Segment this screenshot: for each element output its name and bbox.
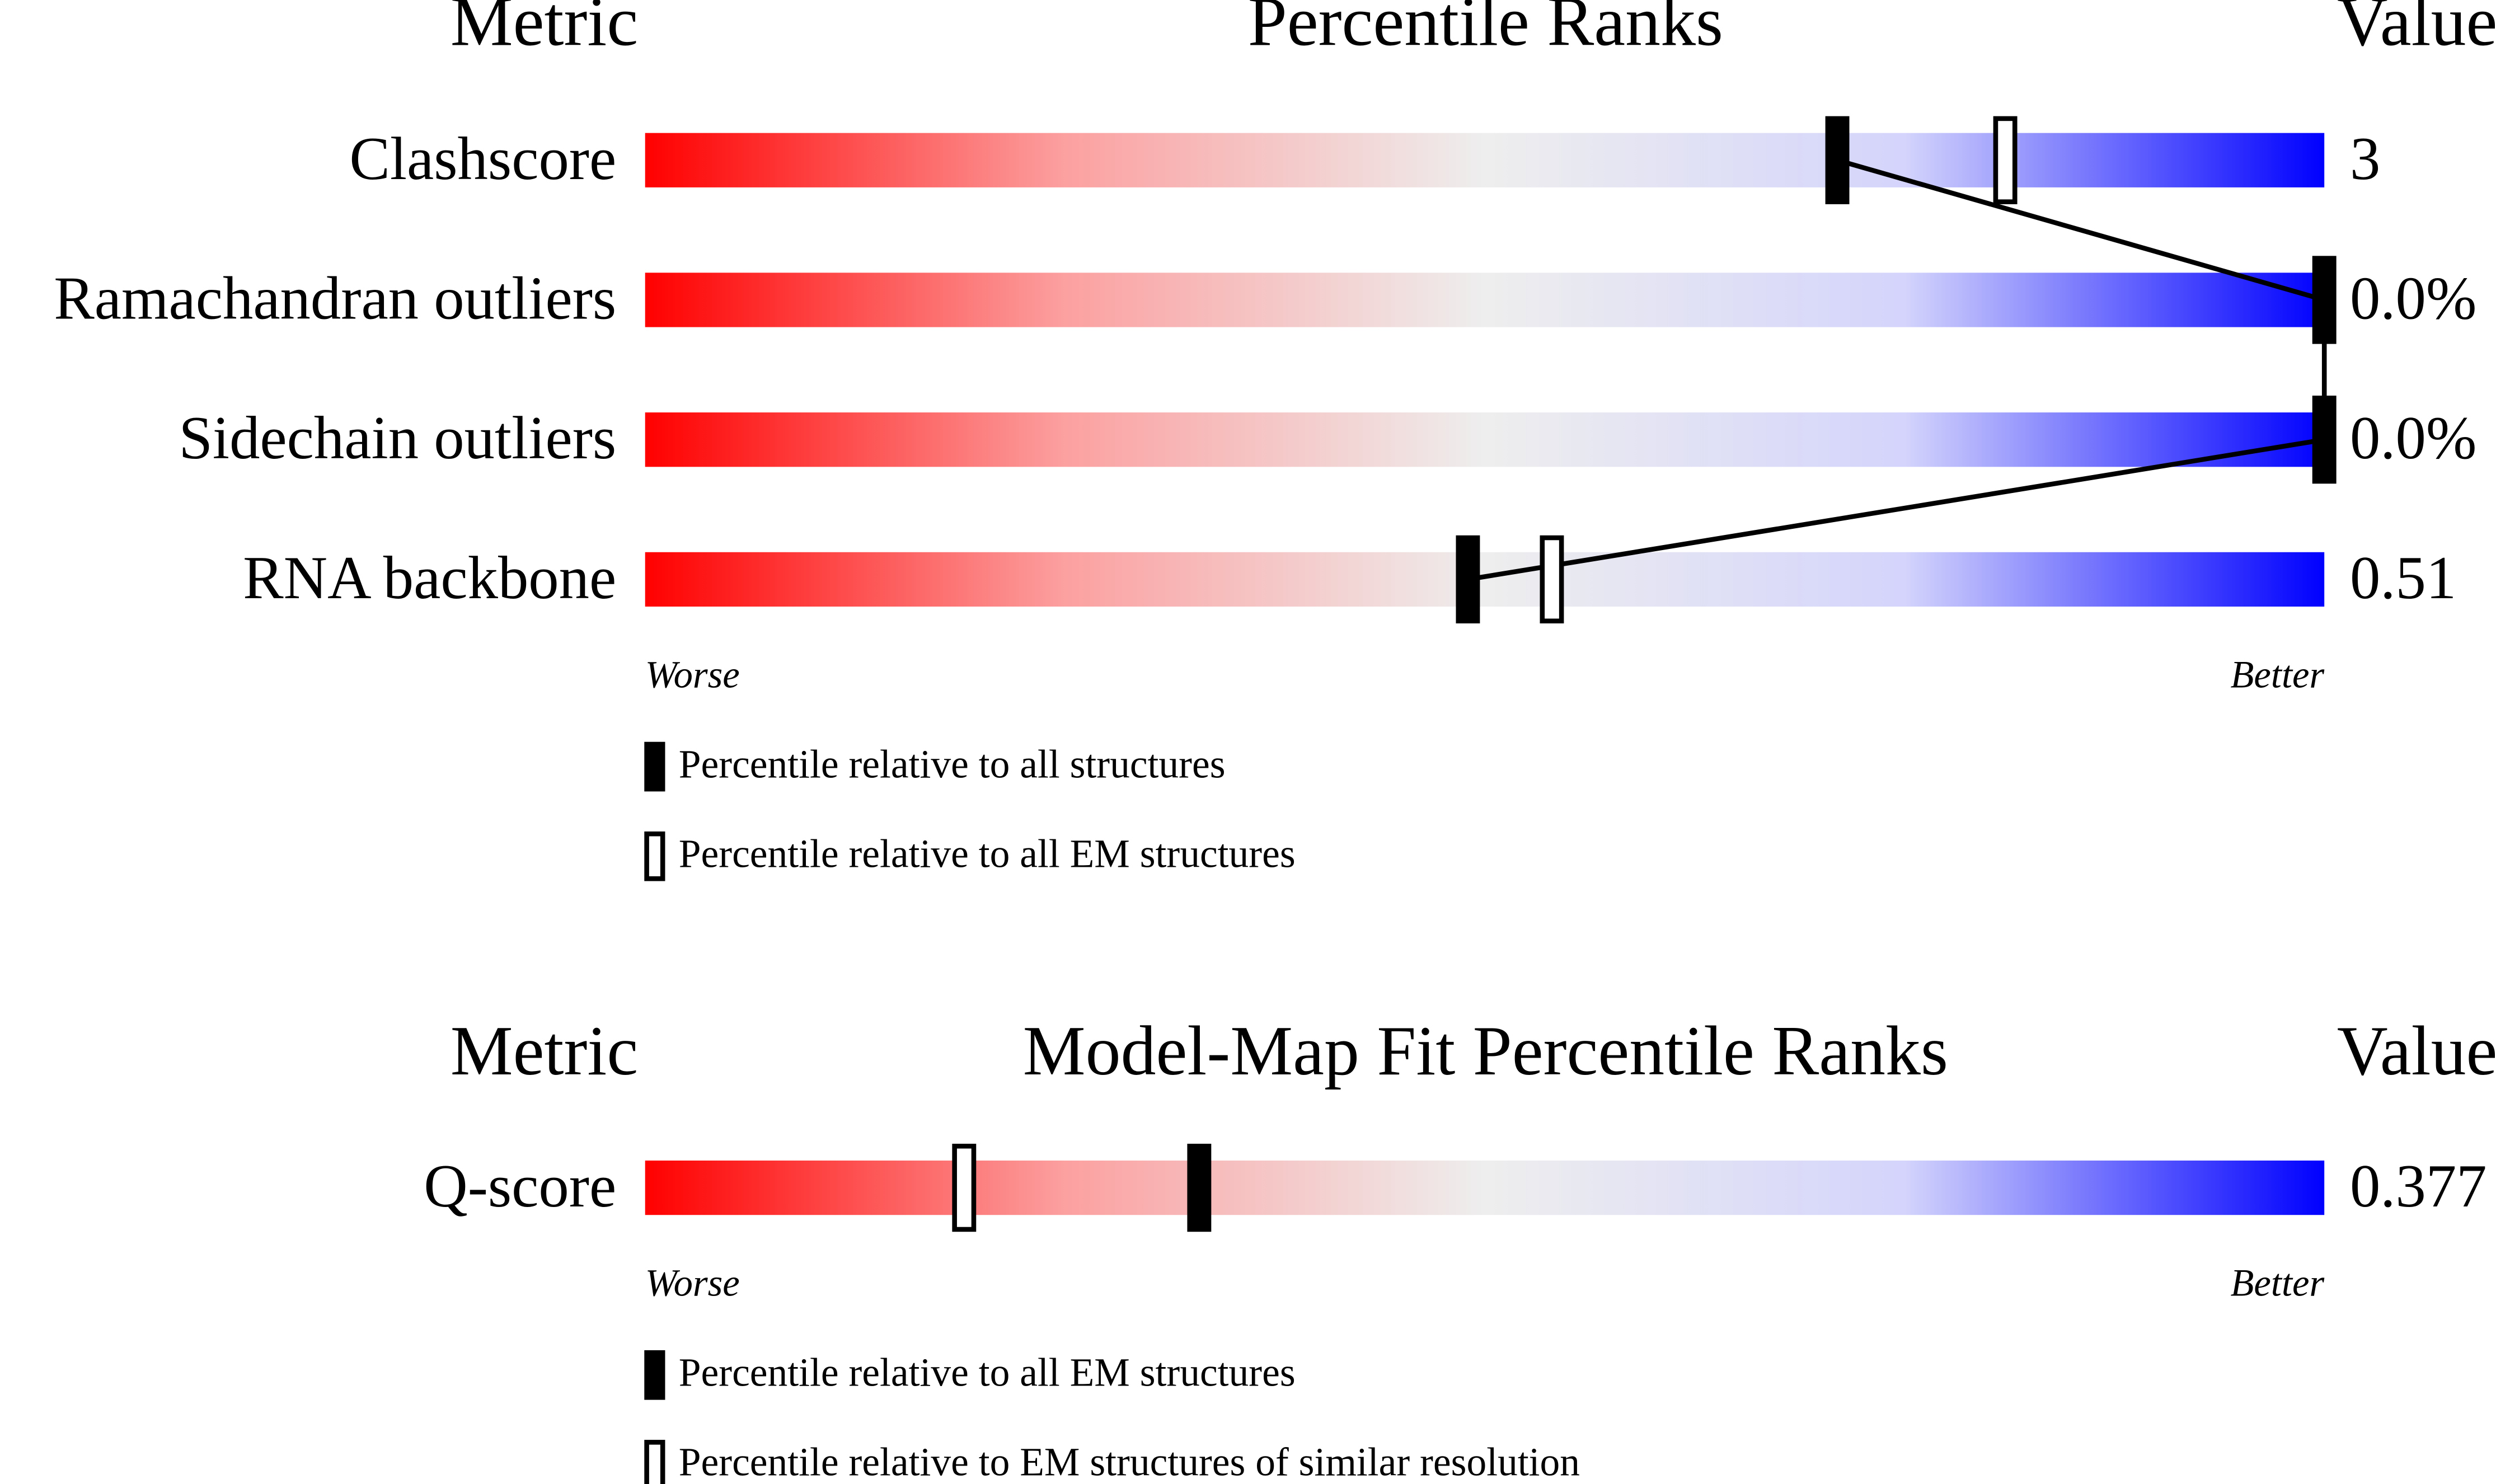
metric-value: 0.377 xyxy=(2350,1152,2487,1220)
legend-swatch xyxy=(644,741,665,792)
percentile-bar xyxy=(645,552,2325,607)
better-label: Better xyxy=(2231,1262,2325,1304)
percentile-bar xyxy=(645,273,2325,327)
percentile-marker xyxy=(952,1143,977,1232)
percentile-marker xyxy=(1825,116,1850,204)
metric-label: Q-score xyxy=(424,1152,616,1220)
percentile-marker xyxy=(1187,1143,1212,1232)
legend-label: Percentile relative to all structures xyxy=(679,742,1226,786)
metric-value: 0.0% xyxy=(2350,404,2476,472)
metric-label: Sidechain outliers xyxy=(179,404,616,472)
legend-label: Percentile relative to all EM structures xyxy=(679,1351,1296,1395)
percentile-marker xyxy=(2312,256,2337,344)
chart-title: Percentile Ranks xyxy=(1248,0,1723,61)
legend-swatch xyxy=(644,831,665,881)
percentile-bar xyxy=(645,412,2325,467)
metric-header: Metric xyxy=(451,1012,638,1090)
worse-label: Worse xyxy=(645,1262,740,1304)
percentile-marker xyxy=(1456,535,1480,624)
value-header: Value xyxy=(2337,0,2498,61)
metric-header: Metric xyxy=(451,0,638,61)
percentile-marker xyxy=(1993,116,2018,204)
legend-swatch xyxy=(644,1350,665,1400)
legend-swatch xyxy=(644,1440,665,1484)
metric-label: RNA backbone xyxy=(243,544,616,612)
percentile-bar xyxy=(645,133,2325,187)
metric-label: Clashscore xyxy=(349,125,616,192)
legend-label: Percentile relative to EM structures of … xyxy=(679,1440,1580,1484)
metric-value: 3 xyxy=(2350,125,2380,192)
percentile-bar xyxy=(645,1160,2325,1215)
chart-title: Model-Map Fit Percentile Ranks xyxy=(1023,1012,1948,1090)
metric-label: Ramachandran outliers xyxy=(54,264,616,332)
better-label: Better xyxy=(2231,653,2325,696)
percentile-marker xyxy=(2312,396,2337,484)
connector-line xyxy=(1467,158,2327,582)
percentile-marker xyxy=(1540,535,1564,624)
value-header: Value xyxy=(2337,1012,2498,1090)
metric-value: 0.0% xyxy=(2350,264,2476,332)
metric-value: 0.51 xyxy=(2350,544,2456,612)
worse-label: Worse xyxy=(645,653,740,696)
legend-label: Percentile relative to all EM structures xyxy=(679,832,1296,876)
